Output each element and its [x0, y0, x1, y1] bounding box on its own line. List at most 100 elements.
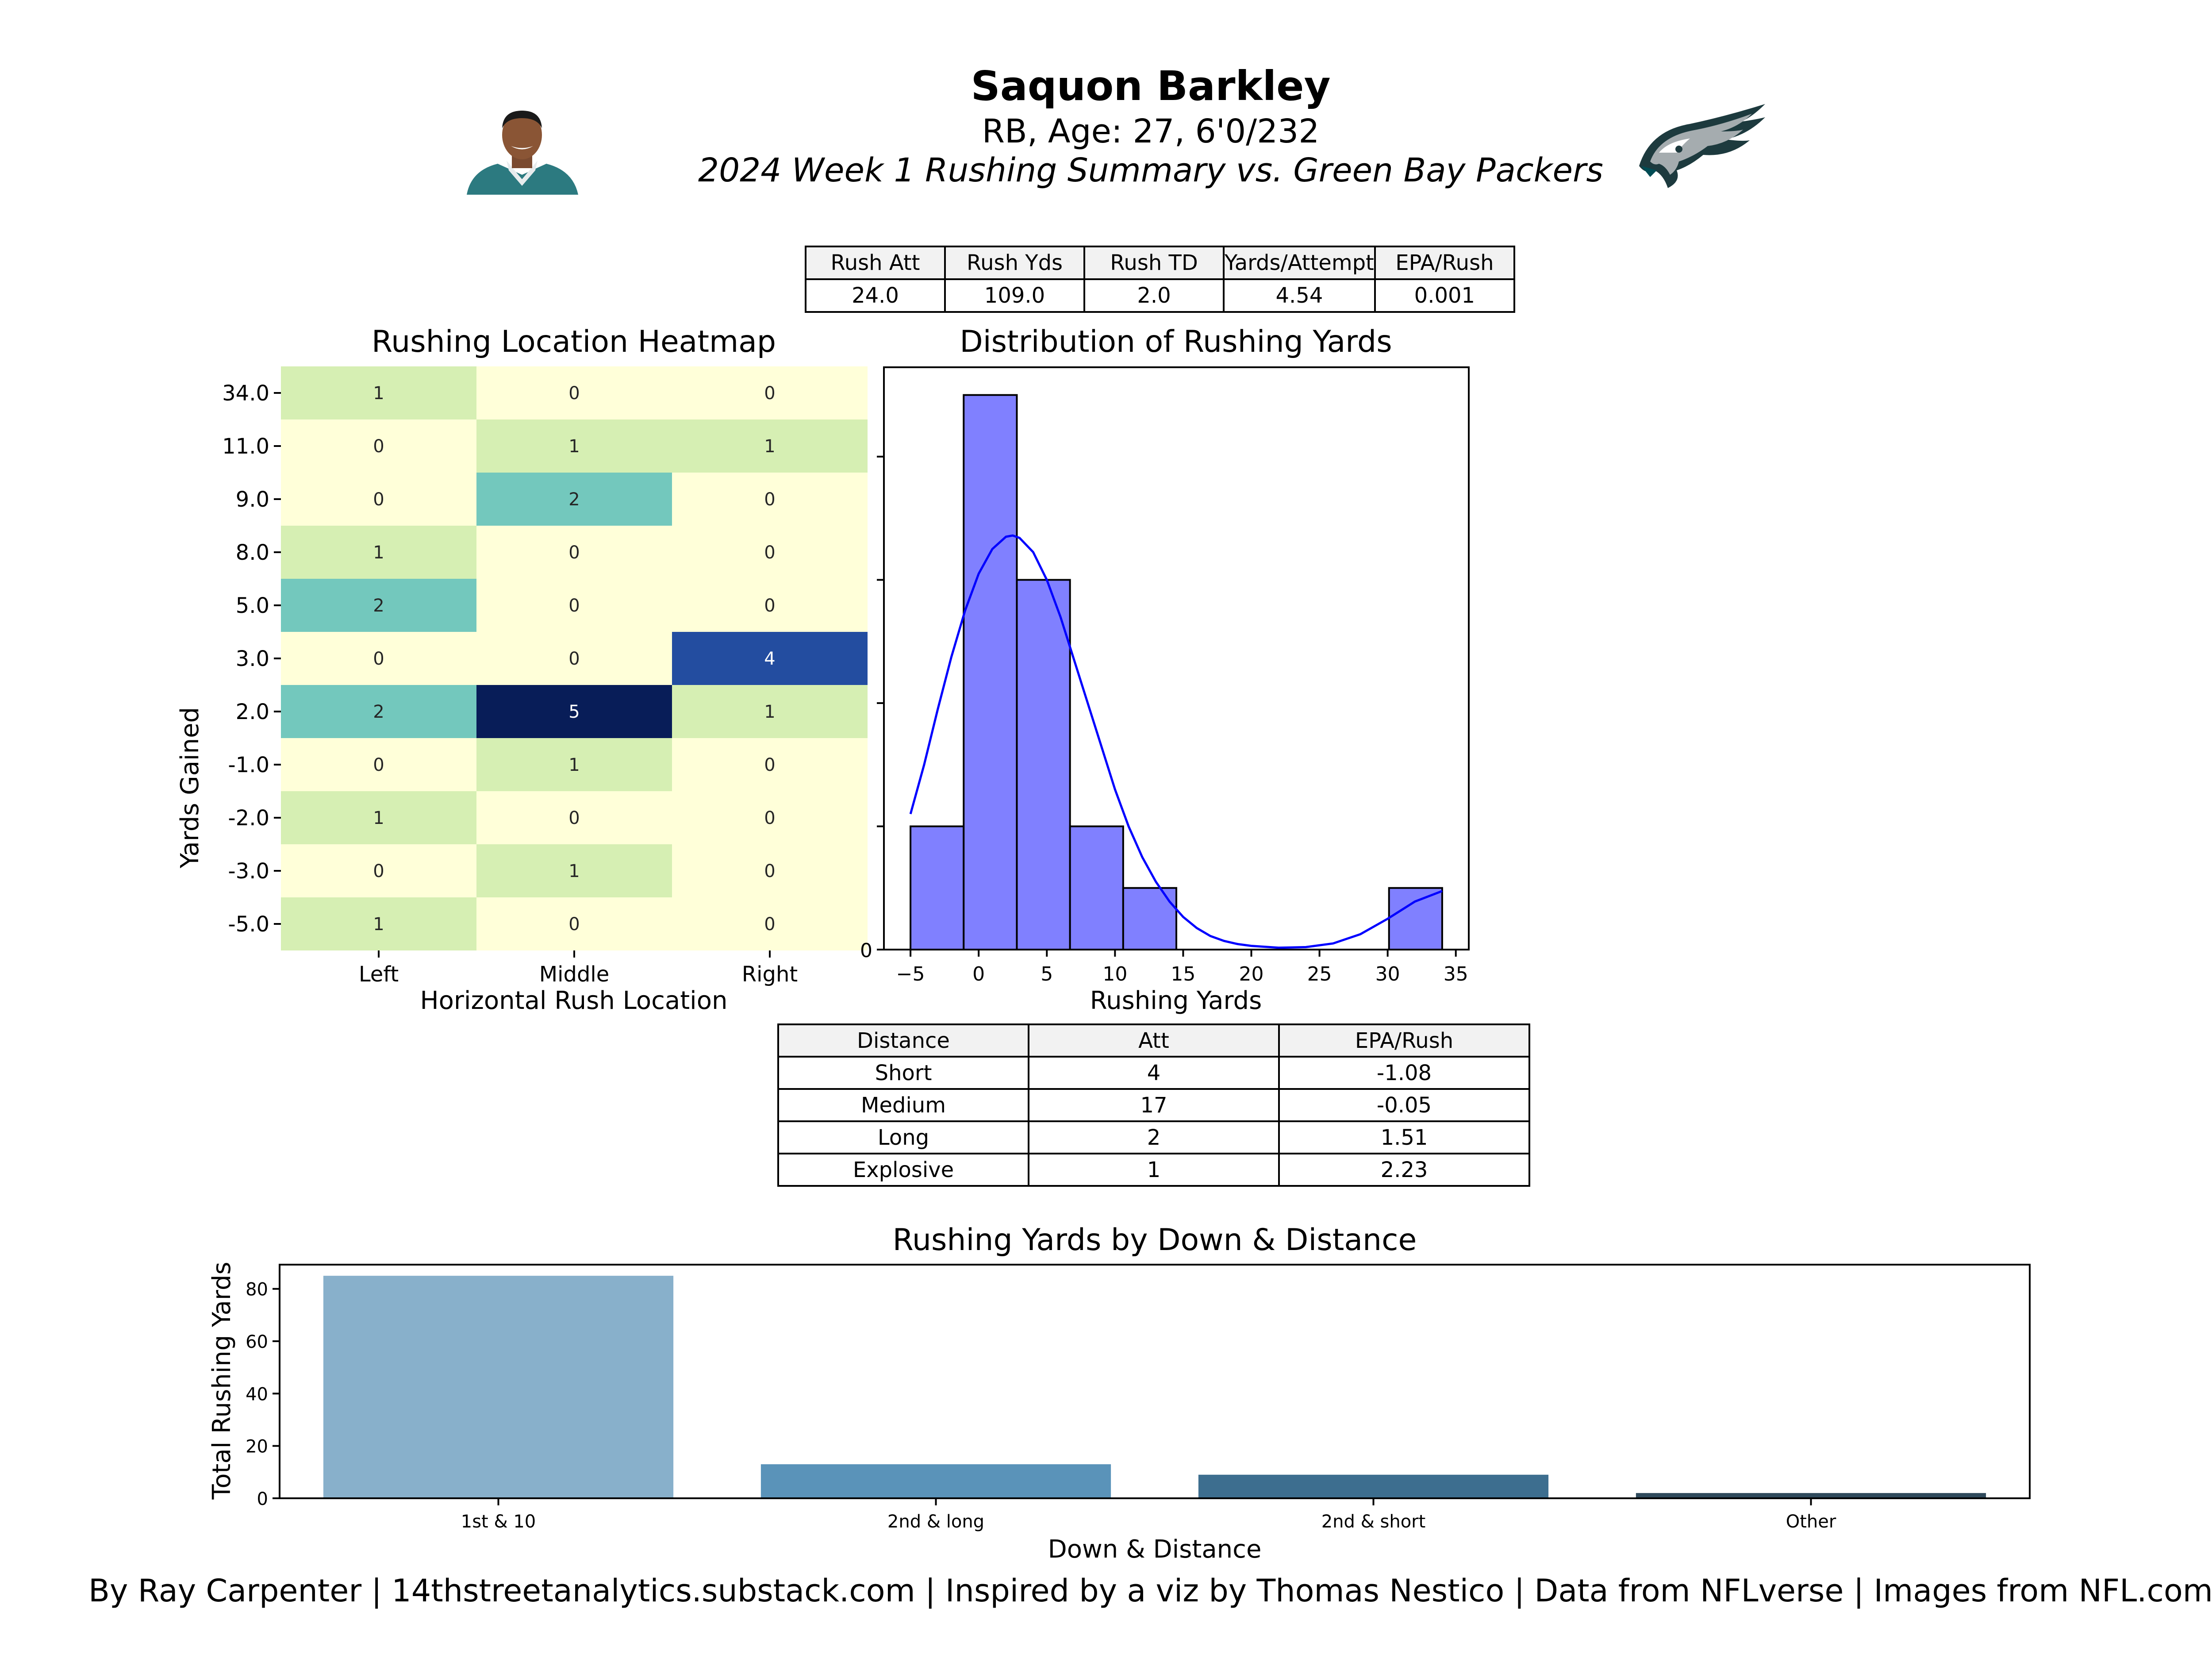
heatmap-cell [476, 738, 672, 791]
heatmap-cell-label: 0 [568, 542, 580, 563]
heatmap-cell-label: 0 [764, 914, 775, 935]
bar-chart-y-tick-label: 60 [246, 1332, 268, 1352]
stats-value-rush-att: 24.0 [805, 278, 946, 313]
distance-header-att: Att [1028, 1023, 1280, 1058]
footer-credits: By Ray Carpenter | 14thstreetanalytics.s… [88, 1573, 2212, 1609]
histogram-x-tick-label: 30 [1375, 963, 1400, 985]
stats-value-row: 24.0 109.0 2.0 4.54 0.001 [805, 278, 1515, 313]
heatmap-cell [476, 685, 672, 738]
table-row: Short 4 -1.08 [777, 1056, 1530, 1090]
heatmap-cell [281, 419, 476, 473]
stats-table: Rush Att Rush Yds Rush TD Yards/Attempt … [805, 246, 1515, 313]
heatmap-cell [281, 579, 476, 632]
histogram-x-ticks: −5 0 5 10 15 20 25 30 35 [896, 950, 1468, 985]
heatmap-cell [476, 897, 672, 950]
heatmap-x-tick-label: Middle [539, 962, 610, 987]
bar-chart-title: Rushing Yards by Down & Distance [893, 1223, 1417, 1258]
heatmap-cell [281, 632, 476, 685]
histogram-x-tick-label: 15 [1171, 963, 1195, 985]
bar-chart-y-ticks: 0 20 40 60 80 [246, 1280, 280, 1509]
heatmap-x-tick-label: Left [359, 962, 399, 987]
heatmap-cell-label: 0 [568, 649, 580, 669]
heatmap-y-tick-label: 5.0 [236, 593, 269, 618]
bar-chart-x-ticks: 1st & 10 2nd & long 2nd & short Other [461, 1498, 1836, 1532]
heatmap-cell-label: 0 [568, 808, 580, 828]
heatmap-cell [672, 366, 868, 419]
histogram-x-tick-label: −5 [896, 963, 925, 985]
stats-header-rush-yds: Rush Yds [944, 246, 1085, 280]
team-logo [1639, 104, 1765, 188]
heatmap-cell [281, 844, 476, 897]
heatmap-y-tick-label: -5.0 [228, 912, 269, 937]
stats-value-yards-per-attempt: 4.54 [1223, 278, 1376, 313]
histogram-title: Distribution of Rushing Yards [960, 324, 1392, 359]
histogram-x-label: Rushing Yards [1090, 986, 1262, 1015]
histogram-bar [1016, 579, 1071, 950]
stats-value-epa-rush: 0.001 [1374, 278, 1515, 313]
heatmap-title: Rushing Location Heatmap [372, 324, 776, 359]
histogram-x-tick-label: 35 [1444, 963, 1468, 985]
rushing-heatmap: Rushing Location Heatmap 1 0 0 0 1 1 0 2 0 1 0 0 2 0 0… [176, 324, 868, 1015]
heatmap-cell [672, 844, 868, 897]
heatmap-cell-label: 1 [373, 808, 384, 828]
distance-header-epa-rush: EPA/Rush [1278, 1023, 1530, 1058]
bar-chart-y-tick-label: 0 [257, 1489, 268, 1509]
down-distance-bar [323, 1276, 674, 1498]
player-info: RB, Age: 27, 6'0/232 [982, 112, 1320, 150]
heatmap-cell [476, 366, 672, 419]
down-distance-bar-chart: Rushing Yards by Down & Distance 0 20 40 60… [207, 1223, 2031, 1564]
heatmap-cell-label: 0 [764, 542, 775, 563]
stats-header-yards-per-attempt: Yards/Attempt [1223, 246, 1376, 280]
game-summary: 2024 Week 1 Rushing Summary vs. Green Ba… [698, 151, 1603, 189]
heatmap-x-ticks: Left Middle Right [359, 950, 798, 987]
heatmap-cell-label: 0 [373, 755, 384, 775]
heatmap-cell-label: 2 [373, 702, 384, 722]
stats-header-rush-td: Rush TD [1083, 246, 1225, 280]
heatmap-cell-label: 1 [568, 755, 580, 775]
heatmap-y-tick-label: 9.0 [236, 487, 269, 512]
histogram-x-tick-label: 20 [1239, 963, 1263, 985]
distance-cell: Short [777, 1056, 1029, 1090]
heatmap-cell-label: 0 [373, 649, 384, 669]
bar-chart-x-tick-label: 2nd & short [1321, 1512, 1426, 1532]
distance-cell: Medium [777, 1088, 1029, 1122]
histogram-frame [883, 366, 1470, 950]
stats-header-row: Rush Att Rush Yds Rush TD Yards/Attempt … [805, 246, 1515, 280]
heatmap-cell-label: 0 [373, 436, 384, 457]
histogram-x-tick-label: 0 [972, 963, 985, 985]
histogram-y-tick-label: 0 [860, 939, 872, 962]
heatmap-cell-label: 0 [764, 808, 775, 828]
bar-chart-y-label: Total Rushing Yards [207, 1262, 236, 1500]
heatmap-cell [672, 579, 868, 632]
table-row: Explosive 1 2.23 [777, 1153, 1530, 1187]
att-cell: 1 [1028, 1153, 1280, 1187]
heatmap-cell [672, 526, 868, 579]
heatmap-cell [476, 791, 672, 844]
heatmap-x-label: Horizontal Rush Location [420, 986, 728, 1015]
heatmap-cell-label: 1 [568, 436, 580, 457]
distance-header-row: Distance Att EPA/Rush [777, 1023, 1530, 1058]
bar-chart-x-tick-label: Other [1786, 1512, 1836, 1532]
heatmap-x-tick-label: Right [742, 962, 798, 987]
heatmap-cell [476, 844, 672, 897]
heatmap-y-tick-label: 3.0 [236, 646, 269, 671]
heatmap-cell-label: 1 [373, 383, 384, 404]
distance-header-distance: Distance [777, 1023, 1029, 1058]
heatmap-cell-label: 0 [764, 861, 775, 881]
heatmap-cell-label: 0 [764, 755, 775, 775]
heatmap-y-ticks: 34.0 11.0 9.0 8.0 5.0 3.0 2.0 -1.0 -2.0 -3.0 -5.0 [222, 381, 281, 937]
bar-chart-y-tick-label: 20 [246, 1437, 268, 1457]
histogram-x-tick-label: 25 [1307, 963, 1332, 985]
heatmap-cell [672, 791, 868, 844]
stats-value-rush-yds: 109.0 [944, 278, 1085, 313]
heatmap-y-label: Yards Gained [176, 707, 204, 869]
heatmap-cell [281, 473, 476, 526]
heatmap-cell [672, 419, 868, 473]
heatmap-y-tick-label: 8.0 [236, 540, 269, 565]
heatmap-cell [476, 473, 672, 526]
heatmap-cell-label: 0 [373, 489, 384, 510]
heatmap-cell [672, 738, 868, 791]
heatmap-cell-label: 1 [373, 542, 384, 563]
histogram-bar [1388, 887, 1443, 950]
heatmap-cell-label: 1 [764, 702, 775, 722]
